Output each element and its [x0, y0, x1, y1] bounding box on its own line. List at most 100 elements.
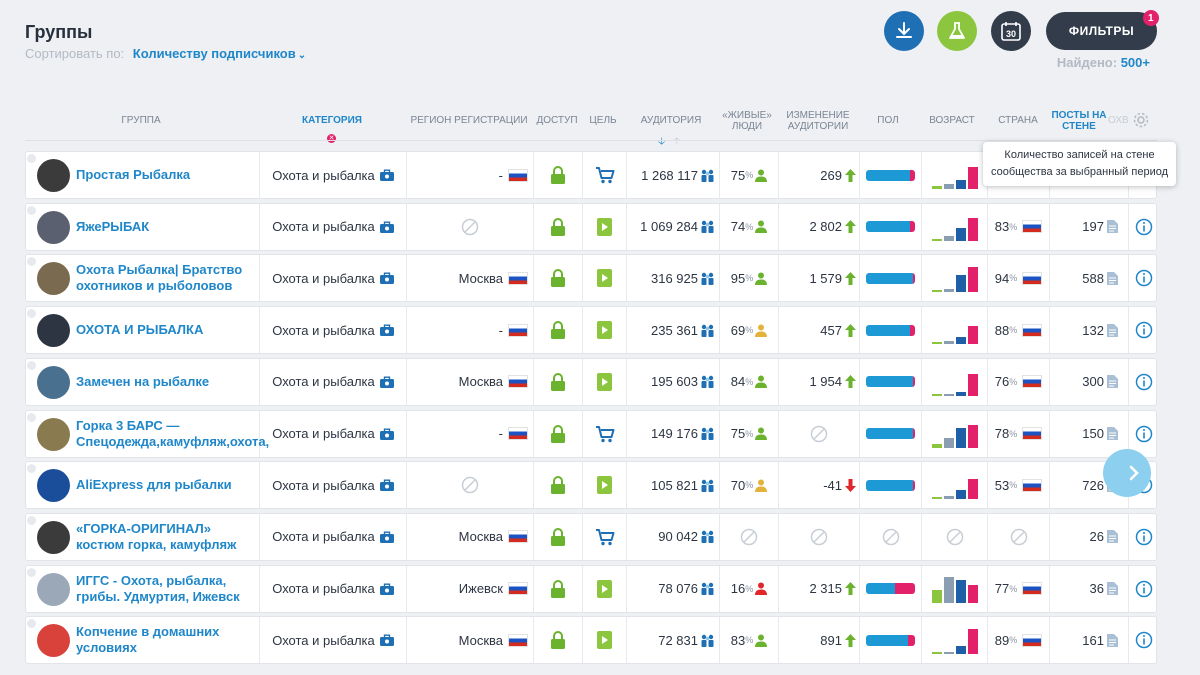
header-live[interactable]: «ЖИВЫЕ» ЛЮДИ — [718, 110, 776, 132]
goal-cell — [583, 462, 627, 509]
header-access[interactable]: ДОСТУП — [536, 115, 578, 126]
goal-cell — [583, 565, 627, 612]
group-name-link[interactable]: ИГГС - Охота, рыбалка, грибы. Удмуртия, … — [76, 572, 240, 604]
category-text: Охота и рыбалка — [272, 270, 375, 286]
row-handle[interactable] — [27, 464, 36, 474]
info-button[interactable] — [1129, 566, 1158, 612]
table-row[interactable]: ЯжеРЫБАК Охота и рыбалка 1 069 284 74% 2 802… — [25, 202, 1158, 251]
info-button[interactable] — [1129, 617, 1158, 663]
audience-cell: 78 076 — [627, 565, 720, 612]
group-name-link[interactable]: ОХОТА И РЫБАЛКА — [76, 322, 204, 338]
table-row[interactable]: «ГОРКА-ОРИГИНАЛ» костюм горка, камуфляж О… — [25, 512, 1158, 561]
group-avatar[interactable] — [37, 314, 70, 348]
row-handle[interactable] — [27, 567, 36, 577]
row-handle[interactable] — [27, 619, 36, 629]
info-button[interactable] — [1129, 514, 1158, 560]
header-sex[interactable]: ПОЛ — [877, 115, 899, 126]
arrow-down-icon[interactable]: 🡣 — [658, 136, 666, 147]
group-name-link[interactable]: Простая Рыбалка — [76, 167, 191, 182]
info-button[interactable] — [1129, 255, 1158, 301]
table-row[interactable]: Простая Рыбалка Охота и рыбалка - 1 268 117… — [25, 151, 1157, 199]
category-cell: Охота и рыбалка — [260, 152, 407, 198]
arrow-up-icon[interactable]: 🡡 — [673, 136, 681, 147]
header-goal[interactable]: ЦЕЛЬ — [589, 115, 617, 126]
group-avatar[interactable] — [37, 520, 70, 554]
settings-button[interactable] — [1132, 111, 1150, 134]
group-cell: Замечен на рыбалке — [26, 358, 260, 405]
header-posts[interactable]: ПОСТЫ НА СТЕНЕ — [1050, 110, 1108, 132]
table-row[interactable]: Горка 3 БАРС — Спецодежда,камуфляж,охота… — [25, 409, 1158, 458]
audience-value: 235 361 — [651, 322, 698, 338]
group-avatar[interactable] — [37, 159, 70, 192]
header-region[interactable]: РЕГИОН РЕГИСТРАЦИИ — [410, 115, 528, 126]
calendar-button[interactable]: 30 — [991, 11, 1031, 51]
group-name-link[interactable]: Копчение в домашних условиях — [76, 624, 220, 656]
group-avatar[interactable] — [37, 469, 70, 503]
russia-flag-icon — [1022, 323, 1043, 337]
group-avatar[interactable] — [37, 262, 70, 296]
age-bar — [967, 167, 978, 189]
header-country[interactable]: СТРАНА — [998, 115, 1038, 126]
row-handle[interactable] — [27, 205, 36, 215]
header-category[interactable]: КАТЕГОРИЯ — [302, 115, 362, 126]
category-text: Охота и рыбалка — [272, 477, 375, 493]
table-row[interactable]: Копчение в домашних условиях Охота и рыба… — [25, 616, 1158, 665]
people-icon — [701, 427, 714, 440]
group-avatar[interactable] — [37, 210, 70, 244]
russia-flag-icon — [1022, 582, 1043, 596]
lab-button[interactable] — [937, 11, 977, 51]
group-name-link[interactable]: Охота Рыбалка| Братство охотников и рыбо… — [76, 262, 243, 294]
row-handle[interactable] — [27, 515, 36, 525]
scroll-right-button[interactable] — [1103, 449, 1151, 497]
female-share — [910, 221, 915, 233]
group-name-link[interactable]: AliExpress для рыбалки — [76, 477, 232, 493]
male-share — [866, 634, 908, 646]
group-name-link[interactable]: «ГОРКА-ОРИГИНАЛ» костюм горка, камуфляж — [76, 520, 237, 552]
header-reach-cut[interactable]: ОХВ — [1108, 115, 1128, 126]
table-row[interactable]: ИГГС - Охота, рыбалка, грибы. Удмуртия, … — [25, 564, 1158, 613]
category-cell: Охота и рыбалка — [260, 255, 407, 302]
info-button[interactable] — [1129, 359, 1158, 405]
download-button[interactable] — [884, 11, 924, 51]
header-audience[interactable]: АУДИТОРИЯ — [640, 115, 702, 126]
info-button[interactable] — [1129, 307, 1158, 353]
row-handle[interactable] — [27, 309, 36, 319]
male-share — [866, 428, 913, 439]
table-row[interactable]: Охота Рыбалка| Братство охотников и рыбо… — [25, 254, 1158, 303]
posts-value: 588 — [1082, 270, 1104, 286]
group-avatar[interactable] — [37, 624, 70, 658]
table-row[interactable]: ОХОТА И РЫБАЛКА Охота и рыбалка - 235 361 69… — [25, 306, 1158, 355]
group-avatar[interactable] — [37, 417, 70, 451]
row-handle[interactable] — [27, 257, 36, 267]
filters-button[interactable]: ФИЛЬТРЫ 1 — [1046, 10, 1159, 50]
header-divider — [25, 140, 1157, 141]
person-icon — [755, 272, 768, 285]
posts-cell: 161 — [1050, 617, 1129, 664]
header-change[interactable]: ИЗМЕНЕНИЕ АУДИТОРИИ — [780, 110, 856, 132]
audience-value: 149 176 — [651, 426, 698, 441]
arrow-up-icon — [845, 168, 856, 182]
group-name-link[interactable]: ЯжеРЫБАК — [76, 218, 150, 234]
clear-filter-icon[interactable]: ✕ — [327, 134, 336, 143]
info-button[interactable] — [1129, 411, 1158, 457]
row-handle[interactable] — [27, 154, 36, 163]
posts-icon — [1107, 375, 1118, 389]
table-row[interactable]: AliExpress для рыбалки Охота и рыбалка 105… — [25, 461, 1157, 510]
group-name-link[interactable]: Замечен на рыбалке — [76, 373, 210, 389]
group-avatar[interactable] — [37, 365, 70, 399]
sort-dropdown[interactable]: Количеству подписчиков ⌄ — [133, 46, 306, 61]
header-live-line2: ЛЮДИ — [731, 121, 763, 132]
row-handle[interactable] — [27, 360, 36, 370]
row-handle[interactable] — [27, 412, 36, 422]
sort-arrows[interactable]: 🡣 🡡 — [658, 134, 680, 151]
group-name-link[interactable]: Горка 3 БАРС — Спецодежда,камуфляж,охота… — [76, 417, 270, 449]
audience-cell: 235 361 — [627, 307, 720, 354]
header-age[interactable]: ВОЗРАСТ — [929, 115, 975, 126]
header-group[interactable]: ГРУППА — [121, 115, 161, 126]
info-button[interactable] — [1129, 204, 1158, 250]
region-cell: Ижевск — [407, 565, 534, 612]
posts-icon — [1107, 530, 1118, 544]
arrow-up-icon — [845, 323, 856, 337]
table-row[interactable]: Замечен на рыбалке Охота и рыбалка Москва 1… — [25, 357, 1158, 406]
group-avatar[interactable] — [37, 572, 70, 606]
